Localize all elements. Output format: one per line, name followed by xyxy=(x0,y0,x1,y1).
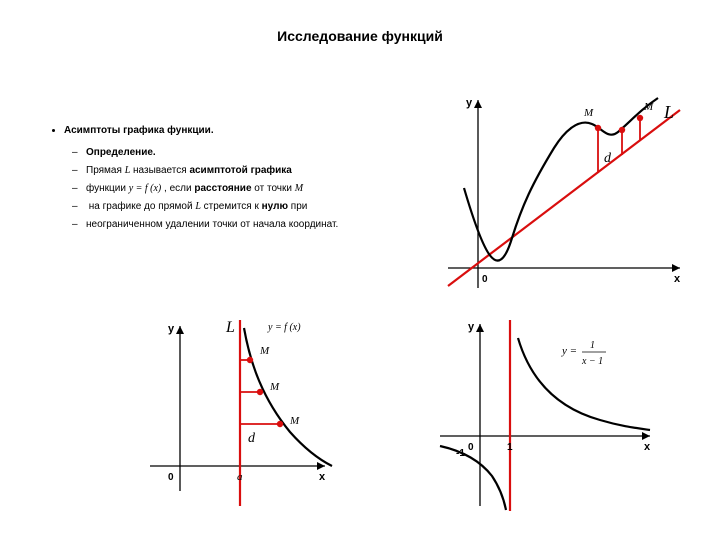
page-title: Исследование функций xyxy=(0,28,720,44)
svg-text:M: M xyxy=(289,415,300,427)
hyperbola-diagram: x y 0 1 -1 y = 1 x − 1 xyxy=(400,316,660,516)
svg-text:x: x xyxy=(644,441,651,453)
svg-text:a: a xyxy=(237,471,243,483)
svg-text:y = f (x): y = f (x) xyxy=(267,322,301,333)
definition-text: Асимптоты графика функции. Определение.П… xyxy=(48,122,408,234)
bullets-heading: Асимптоты графика функции. xyxy=(64,125,214,136)
bullet-item: Определение. xyxy=(86,144,408,162)
svg-text:d: d xyxy=(248,431,256,446)
svg-text:x: x xyxy=(319,471,326,483)
oblique-asymptote-diagram: xy0LMMd xyxy=(408,88,688,308)
svg-text:y: y xyxy=(468,321,475,333)
svg-text:y: y xyxy=(168,323,175,335)
svg-text:d: d xyxy=(604,151,612,166)
svg-text:L: L xyxy=(225,319,235,336)
svg-text:M: M xyxy=(269,381,280,393)
vertical-asymptote-diagram: x y 0 Ly = f (x) M M Md a xyxy=(120,316,340,516)
svg-text:M: M xyxy=(643,101,654,113)
svg-text:0: 0 xyxy=(482,274,488,285)
bullet-item: неограниченном удалении точки от начала … xyxy=(86,216,408,234)
svg-text:0: 0 xyxy=(468,442,474,453)
svg-text:y =: y = xyxy=(561,345,577,357)
svg-text:0: 0 xyxy=(168,472,174,483)
svg-text:x: x xyxy=(674,273,681,285)
svg-text:x − 1: x − 1 xyxy=(581,356,603,367)
svg-text:M: M xyxy=(259,345,270,357)
svg-text:M: M xyxy=(583,107,594,119)
bullet-item: функции y = f (x) , если расстояние от т… xyxy=(86,180,408,198)
svg-text:1: 1 xyxy=(590,340,595,351)
svg-text:L: L xyxy=(663,102,674,122)
bullet-item: на графике до прямой L стремится к нулю … xyxy=(86,198,408,216)
svg-text:1: 1 xyxy=(507,442,513,453)
bullet-item: Прямая L называется асимптотой графика xyxy=(86,162,408,180)
svg-text:y: y xyxy=(466,97,473,109)
svg-text:-1: -1 xyxy=(456,448,465,459)
